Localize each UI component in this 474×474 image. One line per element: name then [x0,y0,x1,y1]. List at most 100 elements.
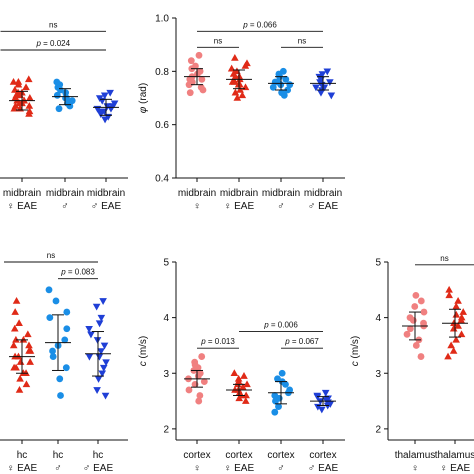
data-point [321,389,330,397]
data-point [92,303,101,311]
series-1: cortex ♀ EAE [224,369,254,474]
data-point [406,314,414,322]
significance-bracket: ns [197,36,239,48]
data-point [228,78,237,85]
data-point [326,79,334,86]
data-point [11,102,20,109]
data-point [457,330,466,338]
x-tick-label-group: ♂ EAE [91,201,122,212]
data-point [274,375,281,383]
y-tick-label: 2 [163,424,169,435]
series-0: hc ♀ EAE [7,296,37,474]
x-tick-label-group: ♀ [193,463,201,474]
data-point [459,308,468,315]
series-1: thalamus ♀ EAE [435,285,474,474]
data-point [327,92,336,100]
data-point [106,89,114,97]
x-tick-label-group: ♂ [54,463,62,474]
data-point [312,84,320,92]
data-point [16,358,25,365]
significance-bracket: p = 0.083 [58,268,98,280]
p-symbol: p [263,321,269,330]
data-point [279,67,287,75]
series-1: midbrain ♀ EAE [220,54,258,212]
x-tick-label-group: ♂ [277,463,285,474]
y-tick-label: 1.0 [155,14,169,25]
data-point [49,353,57,360]
bracket-label: p = 0.006 [263,321,298,330]
panel-E: 2 3 4 5 c (m/s) thalamus ♀ thalamus ♀ EAE ns [350,254,474,474]
data-point [411,303,419,310]
data-point [195,397,203,405]
significance-bracket: p = 0.066 [197,20,323,32]
p-value: = 0.083 [66,268,96,277]
data-point [231,385,239,393]
data-point [449,324,458,332]
data-point [192,62,199,70]
data-point [445,291,453,299]
x-tick-label: midbrain [220,188,258,199]
p-symbol: p [284,337,290,346]
x-tick-label-group: ♂ EAE [308,201,339,212]
data-point [16,374,24,382]
data-point [24,330,32,338]
data-point [271,408,279,416]
data-point [406,325,414,333]
data-point [63,308,71,316]
y-tick-label: 0.6 [155,120,169,131]
x-tick-label: cortex [309,450,336,461]
bracket-label: ns [49,20,57,29]
data-point [56,375,64,383]
data-point [98,370,107,378]
data-point [403,330,411,338]
data-point [100,92,109,100]
data-point [452,302,460,310]
x-tick-label-group: ♂ [61,201,69,212]
y-axis-label: c (m/s) [350,336,361,367]
x-tick-label: thalamus [435,450,474,461]
data-point [49,347,56,355]
data-point [99,298,107,305]
data-point [198,75,206,83]
bracket-label: p = 0.013 [200,337,235,346]
x-tick-label: cortex [183,450,210,461]
data-point [454,296,462,304]
significance-bracket: ns [281,36,323,48]
x-tick-label-group: ♀ EAE [440,463,471,474]
bracket-label: p = 0.024 [35,39,70,48]
data-point [284,86,292,94]
data-point [63,325,71,333]
x-tick-label: hc [93,450,104,461]
series-2: hc ♂ EAE [83,298,113,474]
x-tick-label-group: ♀ EAE [7,201,38,212]
y-axis-label-unit: (rad) [138,83,149,107]
data-point [417,353,425,360]
data-point [420,308,428,316]
data-point [450,319,458,326]
y-axis-label: c (m/s) [138,336,149,367]
series-0: thalamus ♀ [395,291,435,474]
data-point [94,376,103,383]
significance-bracket: p = 0.024 [0,39,106,51]
y-axis-label-symbol: c [350,361,361,366]
y-tick-label: 3 [375,369,381,380]
data-point [26,347,35,354]
significance-bracket: ns [0,20,106,32]
x-tick-label: midbrain [3,188,41,199]
p-symbol: p [35,39,41,48]
data-point [447,341,455,349]
p-value: = 0.066 [248,20,278,29]
data-point [57,392,64,399]
data-point [61,336,69,344]
series-1: midbrain ♂ [46,78,84,212]
data-point [191,358,199,366]
data-point [99,364,108,372]
x-tick-label-group: ♀ EAE [224,201,255,212]
series-3: midbrain ♂ EAE [304,68,342,212]
p-value: ns [440,254,448,263]
data-point [85,353,94,361]
series-0: midbrain ♀ EAE [3,75,41,212]
data-point [278,89,286,97]
